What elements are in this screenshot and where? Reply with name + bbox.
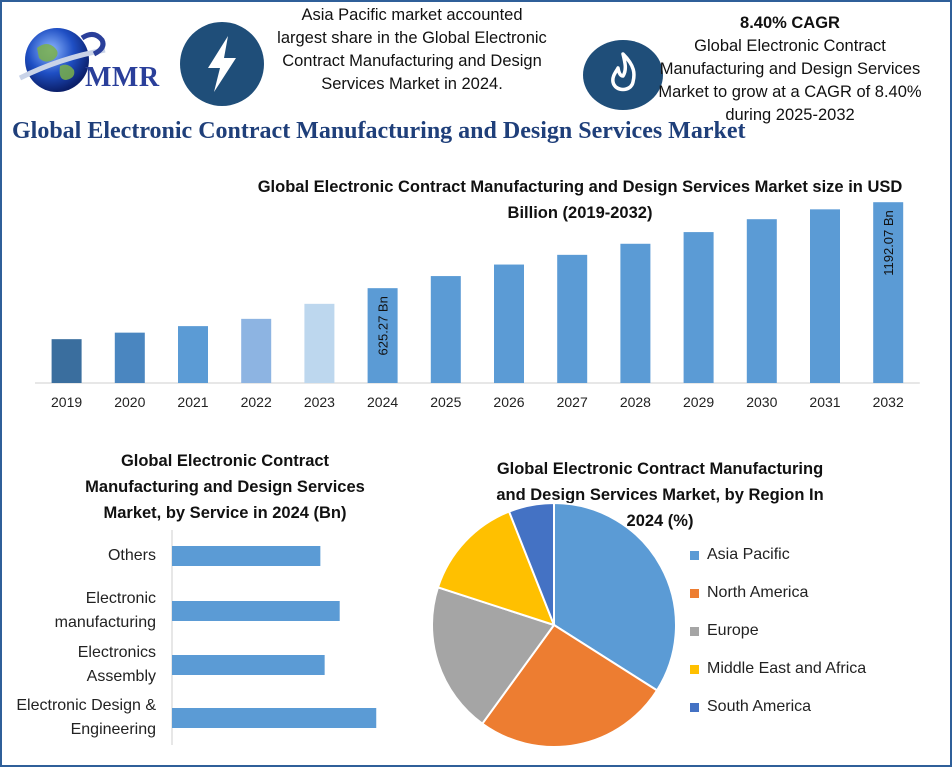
bar-data-label: 625.27 Bn xyxy=(376,296,391,355)
legend-label: South America xyxy=(707,698,812,715)
x-tick-label: 2031 xyxy=(809,394,840,410)
service-category-label: Electronic Design & Engineering xyxy=(16,697,156,738)
main-title: Global Electronic Contract Manufacturing… xyxy=(12,118,746,144)
x-tick-label: 2030 xyxy=(746,394,777,410)
x-tick-label: 2023 xyxy=(304,394,335,410)
service-bar xyxy=(172,546,321,566)
bar-2031 xyxy=(810,209,840,383)
service-chart-title: Global Electronic Contract Manufacturing… xyxy=(85,452,365,522)
legend-swatch xyxy=(690,626,699,636)
bar-2023 xyxy=(304,303,335,383)
service-bar-chart xyxy=(171,530,377,745)
legend-label: Middle East and Africa xyxy=(707,660,867,677)
bar-2024 xyxy=(367,288,398,383)
x-tick-label: 2028 xyxy=(620,394,651,410)
legend-item: Europe xyxy=(690,612,866,650)
bar-2021 xyxy=(178,326,208,383)
legend-swatch xyxy=(690,664,699,674)
bar-chart-title: Global Electronic Contract Manufacturing… xyxy=(257,178,903,222)
bar-2032 xyxy=(873,202,904,383)
pie-slice xyxy=(507,501,555,626)
lightning-icon xyxy=(180,22,264,106)
brand-name: MMR xyxy=(85,62,160,93)
legend-label: Europe xyxy=(707,622,759,639)
region-chart-title: Global Electronic Contract Manufacturing… xyxy=(496,460,824,530)
service-bar xyxy=(172,601,340,621)
bar-2026 xyxy=(494,264,524,383)
service-category-label: Electronics Assembly xyxy=(77,644,156,685)
bar-2020 xyxy=(114,332,145,383)
service-bar xyxy=(172,708,377,728)
legend-item: North America xyxy=(690,574,866,612)
legend-label: Asia Pacific xyxy=(707,546,790,563)
x-tick-label: 2024 xyxy=(367,394,398,410)
bar-data-label: 1192.07 Bn xyxy=(881,210,896,276)
pie-slice xyxy=(431,586,556,726)
legend-item: Asia Pacific xyxy=(690,536,866,574)
bar-2030 xyxy=(746,219,777,383)
cagr-highlight-text: 8.40% CAGR Global Electronic Contract Ma… xyxy=(640,12,940,127)
legend-swatch xyxy=(690,550,699,560)
legend-swatch xyxy=(690,702,699,712)
legend-item: Middle East and Africa xyxy=(690,650,866,688)
region-pie-chart xyxy=(431,501,677,748)
legend-label: North America xyxy=(707,584,809,601)
service-category-label: Others xyxy=(107,547,156,564)
region-highlight-text: Asia Pacific market accounted largest sh… xyxy=(277,6,547,93)
x-tick-label: 2027 xyxy=(557,394,588,410)
bar-2029 xyxy=(683,232,714,383)
cagr-title: 8.40% CAGR xyxy=(740,14,840,32)
pie-slice xyxy=(436,510,556,627)
bar-2025 xyxy=(430,276,461,383)
pie-slice xyxy=(480,623,659,748)
x-tick-label: 2021 xyxy=(177,394,208,410)
bar-2028 xyxy=(620,243,651,383)
mmr-globe-logo-icon xyxy=(18,28,106,92)
service-category-label: Electronic manufacturing xyxy=(54,590,156,631)
bar-2019 xyxy=(51,339,82,383)
market-size-bar-chart: 2019 2020 2021 2022 2023 2024 625.27 Bn 2025 202… xyxy=(35,202,920,410)
x-tick-label: 2032 xyxy=(873,394,904,410)
bar-2022 xyxy=(241,318,272,383)
service-bar xyxy=(172,655,325,675)
x-tick-label: 2019 xyxy=(51,394,82,410)
x-tick-label: 2026 xyxy=(493,394,524,410)
x-tick-label: 2029 xyxy=(683,394,714,410)
x-tick-label: 2022 xyxy=(241,394,272,410)
legend-swatch xyxy=(690,588,699,598)
pie-legend: Asia Pacific North America Europe Middle Ea… xyxy=(690,536,866,726)
flame-icon xyxy=(583,40,663,110)
bar-2027 xyxy=(557,254,588,383)
x-tick-label: 2025 xyxy=(430,394,461,410)
legend-item: South America xyxy=(690,688,866,726)
x-tick-label: 2020 xyxy=(114,394,145,410)
